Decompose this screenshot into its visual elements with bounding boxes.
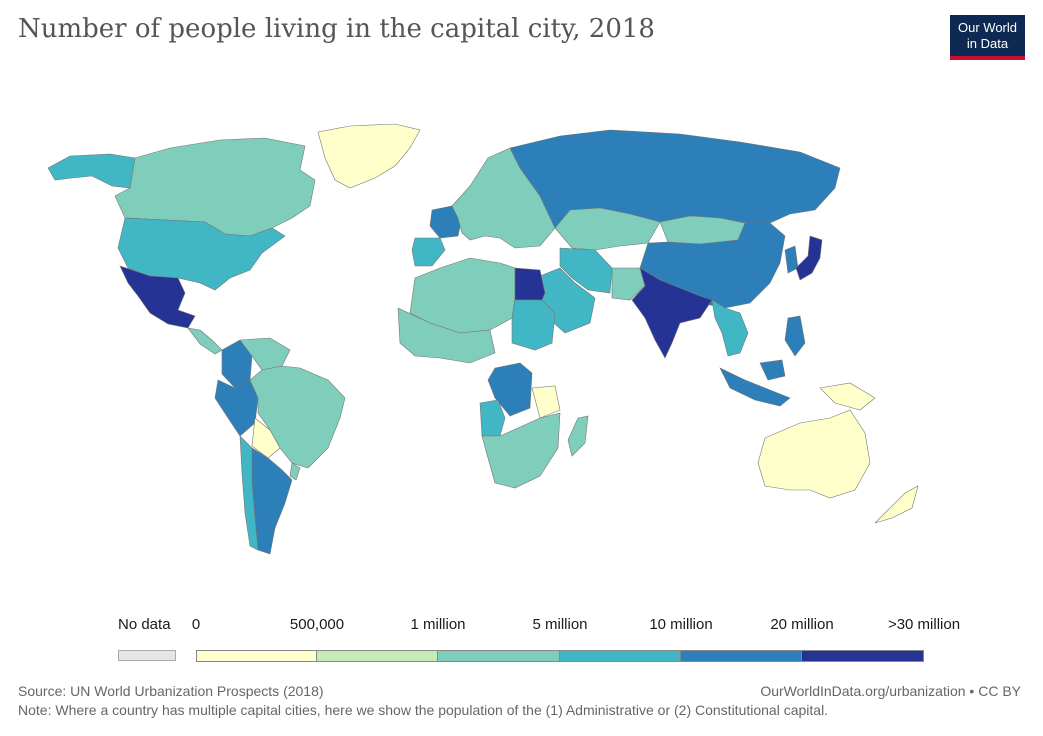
legend-bin[interactable] bbox=[438, 650, 560, 662]
logo-line-2: in Data bbox=[966, 36, 1009, 51]
region-tanzania[interactable] bbox=[531, 385, 561, 419]
region-bolivia[interactable] bbox=[251, 417, 281, 459]
region-spain[interactable] bbox=[411, 237, 446, 267]
legend-tick-label: 1 million bbox=[410, 616, 466, 633]
region-pakistan[interactable] bbox=[611, 267, 646, 301]
region-angola[interactable] bbox=[479, 399, 506, 437]
region-central-america[interactable] bbox=[187, 327, 223, 355]
region-kazakhstan[interactable] bbox=[554, 207, 661, 251]
region-mexico[interactable] bbox=[119, 265, 196, 329]
legend-tick-label: >30 million bbox=[887, 616, 961, 633]
region-southern-africa[interactable] bbox=[481, 412, 561, 489]
legend-tick-label: 0 bbox=[191, 616, 201, 633]
country-shapes bbox=[47, 123, 919, 555]
region-mongolia[interactable] bbox=[659, 215, 746, 245]
region-southeast-asia[interactable] bbox=[711, 299, 749, 357]
legend-no-data-label: No data bbox=[118, 616, 171, 633]
legend-tick-label: 20 million bbox=[770, 616, 834, 633]
region-brazil[interactable] bbox=[249, 365, 346, 469]
owid-logo[interactable]: Our World in Data bbox=[950, 15, 1025, 60]
region-peru[interactable] bbox=[214, 379, 259, 437]
source-text: Source: UN World Urbanization Prospects … bbox=[18, 683, 324, 699]
region-philippines[interactable] bbox=[784, 315, 806, 357]
region-argentina[interactable] bbox=[251, 447, 293, 555]
region-japan[interactable] bbox=[795, 235, 823, 281]
chart-title: Number of people living in the capital c… bbox=[18, 14, 655, 44]
region-australia[interactable] bbox=[757, 409, 871, 499]
legend-tick-label: 5 million bbox=[532, 616, 588, 633]
note-text: Note: Where a country has multiple capit… bbox=[18, 702, 829, 718]
legend-no-data-swatch bbox=[118, 650, 176, 661]
region-russia[interactable] bbox=[509, 129, 841, 229]
region-papua-new-guinea[interactable] bbox=[819, 382, 876, 411]
region-uruguay[interactable] bbox=[289, 462, 301, 481]
region-west-africa[interactable] bbox=[397, 307, 496, 364]
region-iran[interactable] bbox=[559, 247, 613, 294]
region-india[interactable] bbox=[631, 267, 713, 359]
region-egypt[interactable] bbox=[514, 267, 546, 301]
legend-bin[interactable] bbox=[317, 650, 438, 662]
legend-tick-label: 10 million bbox=[649, 616, 713, 633]
region-europe[interactable] bbox=[451, 147, 556, 249]
credit-link[interactable]: OurWorldInData.org/urbanization • CC BY bbox=[760, 683, 1021, 699]
legend-bin[interactable] bbox=[802, 650, 924, 662]
legend-color-bins bbox=[196, 650, 924, 662]
region-new-zealand[interactable] bbox=[874, 485, 919, 524]
region-united-states[interactable] bbox=[117, 217, 286, 291]
region-chile[interactable] bbox=[239, 435, 259, 551]
logo-line-1: Our World bbox=[958, 20, 1017, 35]
region-indonesia[interactable] bbox=[719, 359, 791, 407]
region-madagascar[interactable] bbox=[567, 415, 589, 457]
legend-bin[interactable] bbox=[196, 650, 317, 662]
region-sudan[interactable] bbox=[511, 299, 556, 351]
region-canada[interactable] bbox=[114, 137, 316, 237]
region-greenland[interactable] bbox=[317, 123, 421, 189]
world-map bbox=[47, 123, 919, 555]
legend-tick-label: 500,000 bbox=[289, 616, 345, 633]
legend-bin[interactable] bbox=[560, 650, 681, 662]
legend-bin[interactable] bbox=[681, 650, 802, 662]
